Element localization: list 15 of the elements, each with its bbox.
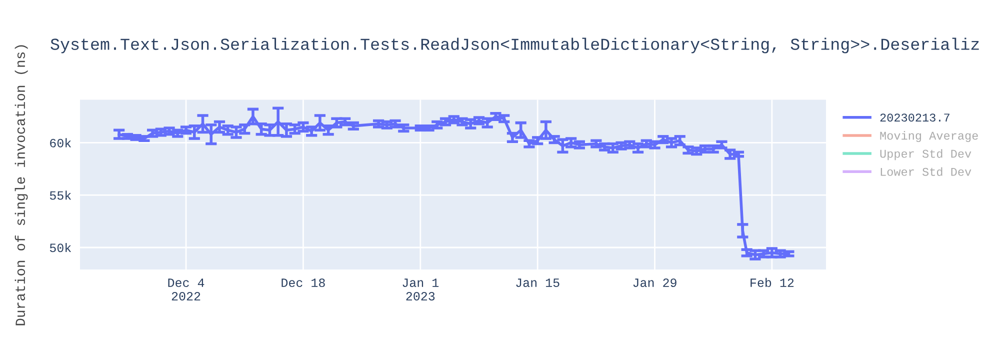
chart-title: System.Text.Json.Serialization.Tests.ReadJson<ImmutableDictionary<String, String>>.Deserializ [50,38,979,54]
y-tick-label: 60k [50,138,72,148]
y-tick-label: 50k [50,242,72,252]
legend-label: Moving Average [880,131,978,142]
x-tick-label: Dec 18 [282,278,325,288]
x-tick-label: Jan 1 2023 [402,278,439,300]
y-axis-title: Duration of single invocation (ns) [14,45,28,326]
x-tick-label: Jan 29 [633,278,676,288]
x-tick-label: Jan 15 [516,278,560,288]
legend-label: Lower Std Dev [880,167,972,176]
y-tick-label: 55k [50,190,72,200]
legend-label: Upper Std Dev [880,149,972,160]
x-tick-label: Feb 12 [750,278,794,288]
x-tick-label: Dec 4 2022 [168,278,204,300]
legend-label: 20230213.7 [880,114,950,122]
